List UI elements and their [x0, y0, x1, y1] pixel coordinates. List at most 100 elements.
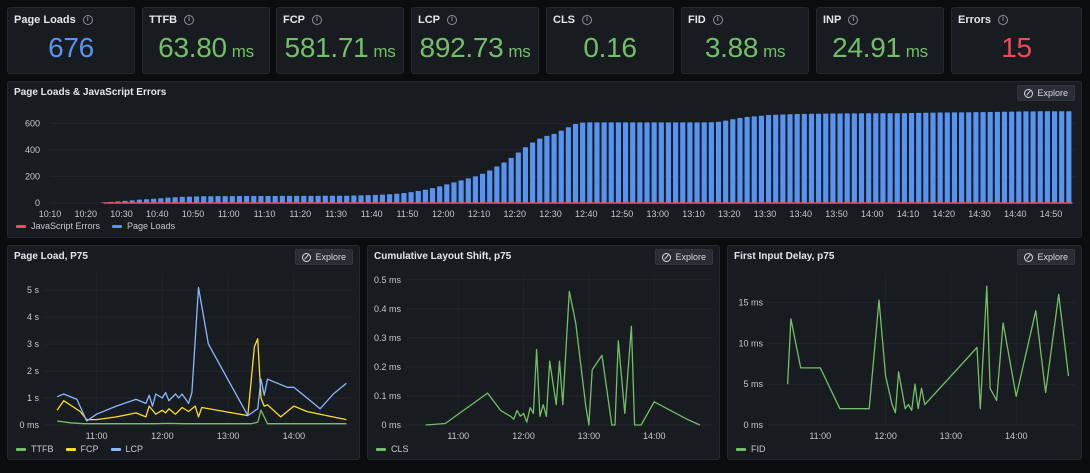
y-tick-label: 0 ms	[743, 420, 763, 430]
bar-page-loads	[994, 111, 1000, 203]
explore-button[interactable]: Explore	[1017, 249, 1075, 265]
bar-page-loads	[429, 188, 436, 203]
explore-button[interactable]: Explore	[655, 249, 713, 265]
stat-unit: ms	[763, 42, 786, 61]
legend-item-cls[interactable]: CLS	[376, 444, 409, 454]
bar-page-loads	[823, 113, 829, 203]
legend-swatch	[16, 447, 26, 451]
legend-item-fcp[interactable]: FCP	[65, 444, 99, 454]
bar-page-loads	[630, 122, 636, 203]
info-icon[interactable]: i	[82, 15, 93, 25]
series-line-cls	[425, 290, 701, 426]
y-tick-label: 2 s	[27, 366, 40, 376]
bar-page-loads	[522, 147, 529, 203]
stat-unit: ms	[373, 42, 396, 61]
legend: JavaScript Errors Page Loads	[16, 221, 175, 231]
y-tick-label: 600	[25, 118, 40, 128]
legend-item-page-loads[interactable]: Page Loads	[112, 221, 175, 231]
explore-button[interactable]: Explore	[1017, 85, 1075, 101]
bar-page-loads	[751, 116, 757, 203]
bar-page-loads	[165, 197, 171, 203]
bar-page-loads	[272, 195, 278, 203]
stat-tile-fcp: FCP i 581.71 ms	[276, 7, 404, 74]
legend-swatch	[65, 447, 76, 451]
bar-page-loads	[251, 195, 257, 203]
legend-label: JavaScript Errors	[31, 221, 101, 231]
stat-title-text: FCP	[283, 14, 305, 26]
stat-number: 0.16	[583, 32, 637, 63]
legend-item-ttfb[interactable]: TTFB	[16, 444, 54, 454]
explore-button[interactable]: Explore	[295, 249, 353, 265]
stat-number: 3.88	[704, 32, 759, 63]
bar-page-loads	[236, 195, 243, 203]
stat-title-text: CLS	[553, 14, 575, 26]
legend-item-lcp[interactable]: LCP	[110, 444, 144, 454]
bar-page-loads	[816, 113, 822, 203]
stat-tile-page-loads: Page Loads i 676	[7, 7, 135, 74]
bar-page-loads	[465, 178, 471, 203]
x-tick-label: 14:00	[1005, 431, 1028, 441]
legend-label: LCP	[125, 444, 144, 454]
stat-number: 892.73	[419, 32, 504, 63]
info-icon[interactable]: i	[312, 15, 322, 25]
bar-page-loads	[966, 112, 972, 203]
legend-swatch	[376, 447, 386, 451]
panel-title: Page Loads & JavaScript Errors	[14, 87, 167, 98]
bar-page-loads	[1001, 111, 1008, 203]
bar-page-loads	[151, 198, 157, 203]
bar-page-loads	[193, 196, 200, 203]
x-tick-label: 14:30	[968, 209, 991, 219]
x-tick-label: 14:10	[897, 209, 920, 219]
bar-page-loads	[387, 194, 393, 203]
bar-page-loads	[1066, 111, 1072, 203]
x-tick-label: 12:10	[468, 209, 491, 219]
stat-value: 0.16	[547, 32, 673, 64]
legend-item-fid[interactable]: FID	[736, 444, 766, 454]
bar-page-loads	[179, 196, 185, 203]
info-icon[interactable]: i	[998, 15, 1009, 25]
x-tick-label: 11:00	[809, 431, 831, 441]
bar-page-loads	[901, 113, 907, 203]
bar-page-loads	[594, 122, 600, 203]
bar-page-loads	[930, 112, 936, 203]
bar-page-loads	[336, 195, 343, 203]
bar-page-loads	[987, 111, 993, 203]
legend-item-js-errors[interactable]: JavaScript Errors	[16, 221, 100, 231]
bar-page-loads	[201, 196, 207, 203]
stat-title: FCP i	[283, 14, 322, 26]
bar-page-loads	[959, 112, 965, 203]
x-tick-label: 11:10	[254, 209, 276, 219]
stat-number: 581.71	[284, 32, 369, 63]
bar-page-loads	[244, 195, 250, 203]
legend-swatch	[112, 224, 123, 228]
page-load-p75-panel: Page Load, P75 Explore 0 ms 1 s 2 s 3 s 4 s 5…	[7, 245, 360, 460]
stat-value: 3.88 ms	[682, 32, 808, 64]
info-icon[interactable]: i	[447, 15, 457, 25]
x-tick-label: 10:10	[39, 209, 62, 219]
bar-page-loads	[937, 112, 943, 203]
bar-page-loads	[558, 130, 564, 203]
bar-page-loads	[222, 196, 228, 203]
info-icon[interactable]: i	[712, 15, 723, 25]
bar-page-loads	[229, 196, 235, 203]
stat-title: FID i	[688, 14, 723, 26]
bar-page-loads	[880, 113, 886, 203]
stat-title-text: TTFB	[149, 14, 178, 26]
info-icon[interactable]: i	[184, 15, 195, 25]
bar-page-loads	[372, 194, 378, 203]
x-tick-label: 12:00	[151, 431, 174, 441]
bar-page-loads	[358, 195, 364, 203]
x-tick-label: 12:00	[512, 431, 535, 441]
x-tick-label: 12:00	[432, 209, 455, 219]
bar-page-loads	[1009, 111, 1015, 203]
bar-page-loads	[866, 113, 872, 203]
bar-page-loads	[1044, 111, 1050, 203]
bar-page-loads	[1030, 111, 1036, 203]
info-icon[interactable]: i	[848, 15, 859, 25]
y-tick-label: 1 s	[27, 393, 40, 403]
legend-label: FCP	[80, 444, 99, 454]
bar-page-loads	[615, 122, 621, 203]
series-line-lcp	[56, 286, 347, 422]
legend: FID	[736, 444, 766, 454]
info-icon[interactable]: i	[582, 15, 592, 25]
